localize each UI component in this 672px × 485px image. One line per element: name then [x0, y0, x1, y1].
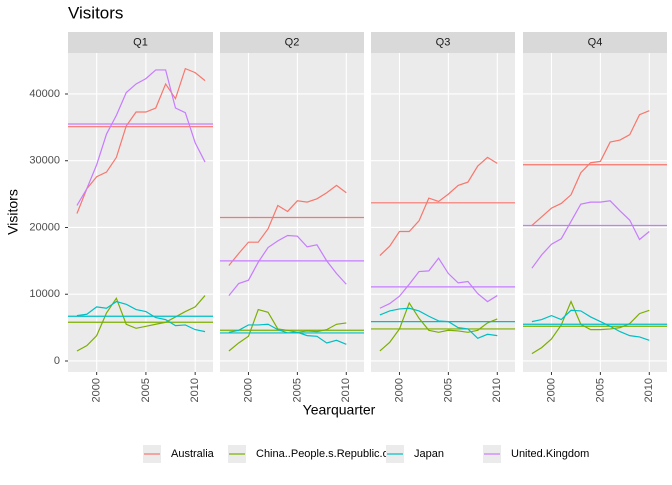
- x-tick-label: 2010: [189, 378, 201, 402]
- legend-label: Australia: [171, 448, 215, 460]
- line: [531, 200, 650, 269]
- line: [228, 184, 347, 266]
- line: [379, 156, 498, 256]
- strip: [371, 32, 515, 53]
- x-tick-label: 2005: [140, 378, 152, 402]
- x-tick-label: 2010: [643, 378, 655, 402]
- line: [531, 309, 650, 341]
- x-tick-label: 2000: [91, 378, 103, 402]
- legend-label: United.Kingdom: [511, 448, 589, 460]
- y-axis-label: Visitors: [5, 189, 21, 235]
- strip: [220, 32, 364, 53]
- facet-label: Q1: [133, 36, 148, 48]
- x-tick-label: 2000: [545, 378, 557, 402]
- line: [76, 300, 206, 333]
- x-tick-label: 2005: [442, 378, 454, 402]
- panel: [371, 53, 515, 372]
- line: [379, 257, 498, 309]
- line: [76, 295, 206, 352]
- facet-label: Q3: [436, 36, 451, 48]
- y-tick-label: 40000: [29, 88, 60, 100]
- y-tick-label: 30000: [29, 155, 60, 167]
- line: [379, 307, 498, 339]
- x-tick-label: 2010: [491, 378, 503, 402]
- strip: [523, 32, 667, 53]
- legend-label: China..People.s.Republic.of: [256, 448, 393, 460]
- panel: [68, 53, 213, 372]
- panel: [220, 53, 364, 372]
- x-axis-label: Yearquarter: [303, 402, 376, 418]
- line: [76, 69, 206, 206]
- x-tick-label: 2000: [393, 378, 405, 402]
- line: [531, 110, 650, 226]
- line: [76, 67, 206, 214]
- strip: [68, 32, 213, 53]
- x-tick-label: 2005: [594, 378, 606, 402]
- x-tick-label: 2005: [291, 378, 303, 402]
- legend-label: Japan: [414, 448, 444, 460]
- chart-title: Visitors: [68, 3, 123, 22]
- y-tick-label: 20000: [29, 221, 60, 233]
- x-tick-label: 2010: [340, 378, 352, 402]
- facet-label: Q4: [588, 36, 603, 48]
- y-tick-label: 0: [54, 355, 60, 367]
- line: [531, 300, 650, 355]
- y-tick-label: 10000: [29, 288, 60, 300]
- facet-label: Q2: [285, 36, 300, 48]
- x-tick-label: 2000: [242, 378, 254, 402]
